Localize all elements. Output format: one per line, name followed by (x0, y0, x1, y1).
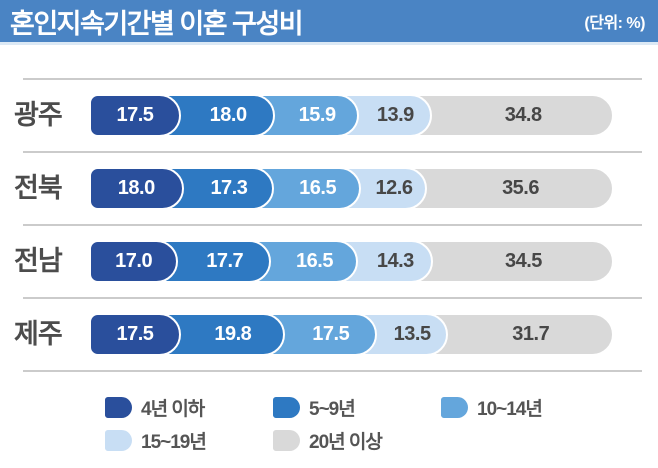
separator (23, 151, 642, 153)
segment-value: 12.6 (375, 177, 413, 199)
bar-segment-1 (89, 240, 179, 283)
segment-value: 17.5 (116, 104, 154, 126)
bar-row: 제주 17.5 19.8 17.5 13.5 31.7 (0, 313, 658, 356)
segment-value: 35.6 (502, 177, 539, 199)
legend-label: 4년 이하 (141, 398, 205, 420)
stacked-bar: 17.5 18.0 15.9 13.9 34.8 (89, 94, 614, 137)
segment-value: 16.5 (299, 177, 337, 199)
bar-row: 광주 17.5 18.0 15.9 13.9 34.8 (0, 94, 658, 137)
segment-value: 18.0 (209, 104, 247, 126)
segment-value: 18.0 (117, 177, 155, 199)
row-label: 전북 (14, 173, 63, 203)
separator (23, 297, 642, 299)
legend-marker (105, 396, 132, 418)
segment-value: 17.3 (210, 177, 248, 199)
segment-value: 34.8 (504, 104, 542, 126)
legend-label: 20년 이상 (309, 431, 383, 453)
legend-marker (273, 396, 300, 418)
segment-value: 13.5 (393, 323, 431, 345)
bar-row: 전북 18.0 17.3 16.5 12.6 35.6 (0, 167, 658, 210)
row-label: 제주 (14, 319, 63, 349)
segment-value: 16.5 (296, 250, 333, 272)
bar-segment-1 (89, 313, 181, 356)
stacked-bar: 17.5 19.8 17.5 13.5 31.7 (89, 313, 614, 356)
legend-marker (273, 429, 300, 451)
bar-rows: 광주 17.5 18.0 15.9 13.9 34.8 전북 18.0 17.3 16.5 12.6… (0, 78, 658, 372)
legend-label: 5~9년 (309, 398, 356, 420)
legend-item: 5~9년 (273, 396, 441, 420)
legend-item: 15~19년 (105, 429, 273, 453)
segment-value: 17.7 (206, 250, 244, 272)
legend-item: 4년 이하 (105, 396, 273, 420)
row-label: 전남 (14, 246, 63, 276)
segment-value: 13.9 (376, 104, 414, 126)
separator (23, 370, 642, 372)
stacked-bar: 17.0 17.7 16.5 14.3 34.5 (89, 240, 614, 283)
legend-label: 10~14년 (477, 398, 543, 420)
segment-value: 31.7 (512, 323, 550, 345)
bar-segment-1 (89, 94, 181, 137)
legend: 4년 이하 5~9년 10~14년 15~19년 20년 이상 (105, 396, 658, 453)
segment-value: 17.0 (115, 250, 153, 272)
bar-segment-1 (89, 167, 184, 210)
segment-value: 34.5 (504, 250, 542, 272)
row-label: 광주 (14, 100, 63, 130)
legend-item: 10~14년 (441, 396, 609, 420)
segment-value: 14.3 (376, 250, 414, 272)
legend-marker (105, 429, 132, 451)
segment-value: 15.9 (298, 104, 336, 126)
segment-value: 17.5 (312, 323, 350, 345)
separator (23, 78, 642, 80)
separator (23, 224, 642, 226)
unit-label: (단위: %) (584, 15, 645, 32)
segment-value: 19.8 (214, 323, 252, 345)
legend-marker (441, 396, 468, 418)
stacked-bar: 18.0 17.3 16.5 12.6 35.6 (89, 167, 614, 210)
legend-item: 20년 이상 (273, 429, 441, 453)
segment-value: 17.5 (116, 323, 154, 345)
chart-title: 혼인지속기간별 이혼 구성비 (10, 8, 304, 39)
chart-header: 혼인지속기간별 이혼 구성비 (단위: %) (0, 0, 658, 45)
bar-row: 전남 17.0 17.7 16.5 14.3 34.5 (0, 240, 658, 283)
legend-label: 15~19년 (141, 431, 207, 453)
